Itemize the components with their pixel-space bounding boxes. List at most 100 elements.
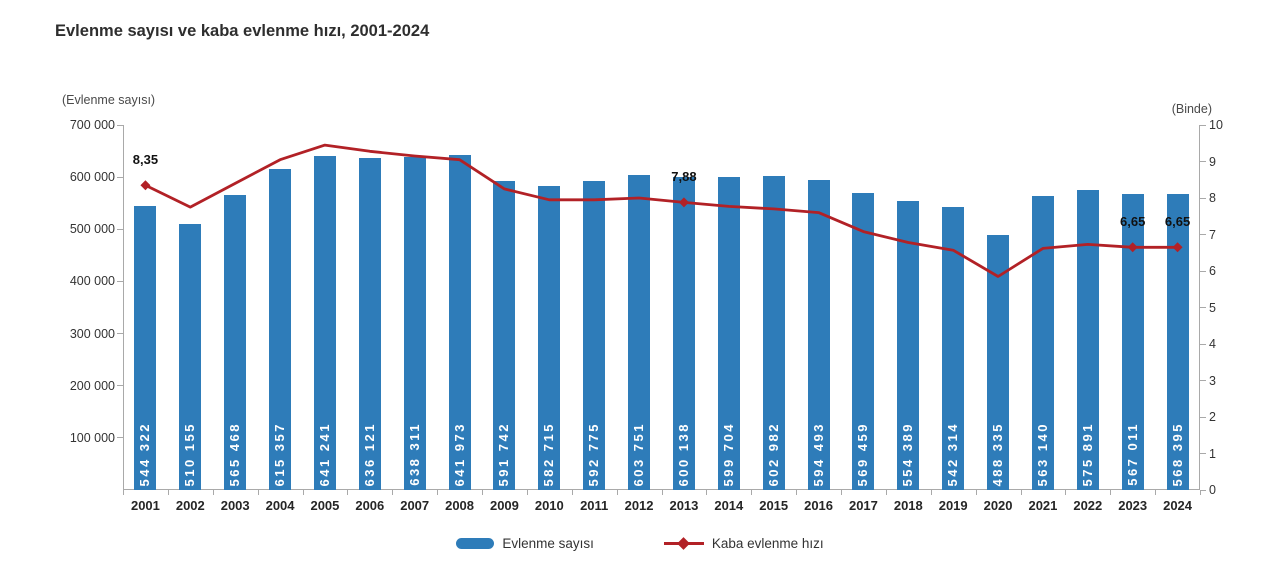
y-axis-tick xyxy=(117,333,123,335)
y-axis-tick-label: 600 000 xyxy=(69,170,115,185)
x-axis-tick xyxy=(1020,490,1022,495)
bar xyxy=(493,181,516,490)
rate-point-marker xyxy=(140,180,151,191)
line-series-legend-icon xyxy=(663,537,704,551)
y-axis-tick xyxy=(117,176,123,178)
x-axis-year-label: 2011 xyxy=(580,498,609,513)
x-axis-year-label: 2016 xyxy=(804,498,834,513)
x-axis-tick xyxy=(616,490,618,495)
bar-series-legend-icon xyxy=(456,538,495,549)
bar xyxy=(583,180,606,490)
y-axis-tick xyxy=(117,280,123,282)
right-axis-tick-label: 9 xyxy=(1209,154,1216,169)
y-axis-tick-label: 100 000 xyxy=(69,430,115,445)
x-axis-year-label: 2007 xyxy=(400,498,430,513)
bar xyxy=(987,235,1010,490)
bar xyxy=(1031,196,1054,490)
x-axis-tick xyxy=(1065,490,1067,495)
y-axis-tick xyxy=(117,124,123,126)
x-axis-tick xyxy=(347,490,349,495)
y-axis-tick xyxy=(117,228,123,230)
legend-item-evlenme-sayisi[interactable]: Evlenme sayısı xyxy=(456,536,594,551)
x-axis-year-label: 2006 xyxy=(355,498,385,513)
bar xyxy=(1121,194,1144,490)
x-axis-tick xyxy=(930,490,932,495)
x-axis-tick xyxy=(751,490,753,495)
right-axis-tick-label: 7 xyxy=(1209,227,1216,242)
right-axis-tick xyxy=(1200,380,1206,381)
rate-annotation: 6,65 xyxy=(1120,214,1146,230)
legend-label: Kaba evlenme hızı xyxy=(711,536,824,551)
x-axis-tick xyxy=(706,490,708,495)
y-axis-tick-label: 300 000 xyxy=(69,326,115,341)
bar xyxy=(852,193,875,490)
right-axis-tick xyxy=(1200,270,1206,272)
x-axis-tick xyxy=(975,490,977,495)
x-axis-year-label: 2012 xyxy=(624,498,654,513)
x-axis-year-label: 2001 xyxy=(130,498,160,513)
x-axis-tick xyxy=(392,490,394,495)
x-axis-tick xyxy=(482,490,483,495)
x-axis-year-label: 2018 xyxy=(893,498,923,513)
legend-item-kaba-evlenme-hizi[interactable]: Kaba evlenme hızı xyxy=(663,536,824,551)
x-axis-tick xyxy=(526,490,528,495)
right-axis-tick xyxy=(1200,161,1206,162)
x-axis-tick xyxy=(885,490,887,495)
x-axis-tick xyxy=(437,490,439,495)
bar xyxy=(269,169,292,490)
plot-area xyxy=(123,125,1200,490)
x-axis-year-label: 2013 xyxy=(669,498,699,513)
bar xyxy=(358,158,381,490)
bar xyxy=(1076,189,1099,490)
x-axis-year-label: 2021 xyxy=(1028,498,1058,513)
x-axis-tick xyxy=(1110,490,1112,495)
x-axis-tick xyxy=(841,490,842,495)
x-axis-tick xyxy=(1200,490,1201,495)
bar xyxy=(807,180,830,490)
bar xyxy=(538,186,561,490)
x-axis-tick xyxy=(212,490,214,495)
x-axis-year-label: 2017 xyxy=(848,498,878,513)
left-axis-unit-label: (Evlenme sayısı) xyxy=(62,93,156,107)
x-axis-year-label: 2014 xyxy=(714,498,744,513)
x-axis-tick xyxy=(167,490,169,495)
x-axis-year-label: 2009 xyxy=(489,498,519,513)
right-axis-tick xyxy=(1200,197,1206,199)
chart-title: Evlenme sayısı ve kaba evlenme hızı, 200… xyxy=(55,22,430,40)
right-axis-tick-label: 5 xyxy=(1209,300,1216,315)
rate-annotation: 8,35 xyxy=(132,152,159,168)
y-axis-tick-label: 400 000 xyxy=(69,274,115,289)
right-axis-tick xyxy=(1200,489,1206,491)
x-axis-year-label: 2024 xyxy=(1163,498,1193,513)
right-axis-tick xyxy=(1200,307,1206,308)
right-axis-tick-label: 6 xyxy=(1209,264,1216,278)
rate-annotation: 7,88 xyxy=(671,169,697,185)
x-axis-year-label: 2019 xyxy=(938,498,968,513)
bar xyxy=(403,157,426,490)
right-axis-tick xyxy=(1200,416,1206,418)
x-axis-year-label: 2008 xyxy=(445,498,475,513)
x-axis-tick xyxy=(571,490,573,495)
legend-label: Evlenme sayısı xyxy=(502,536,594,551)
bar xyxy=(313,155,336,490)
x-axis-year-label: 2010 xyxy=(534,498,564,513)
x-axis-tick xyxy=(123,490,124,495)
x-axis-tick xyxy=(661,490,663,495)
x-axis-year-label: 2023 xyxy=(1118,498,1148,513)
bar xyxy=(717,177,740,490)
x-axis-year-label: 2002 xyxy=(175,498,205,513)
right-axis-tick-label: 8 xyxy=(1209,191,1216,205)
right-axis-tick-label: 4 xyxy=(1209,337,1216,351)
x-axis-year-label: 2022 xyxy=(1073,498,1103,513)
bar xyxy=(628,175,651,490)
y-axis-tick-label: 200 000 xyxy=(69,378,115,393)
rate-line xyxy=(140,143,1183,278)
x-axis-year-label: 2004 xyxy=(265,498,295,513)
x-axis-year-label: 2003 xyxy=(220,498,250,513)
x-axis-tick xyxy=(1155,490,1157,495)
rate-point-marker xyxy=(1172,242,1183,253)
bar xyxy=(897,200,920,490)
right-axis-tick xyxy=(1200,124,1206,126)
